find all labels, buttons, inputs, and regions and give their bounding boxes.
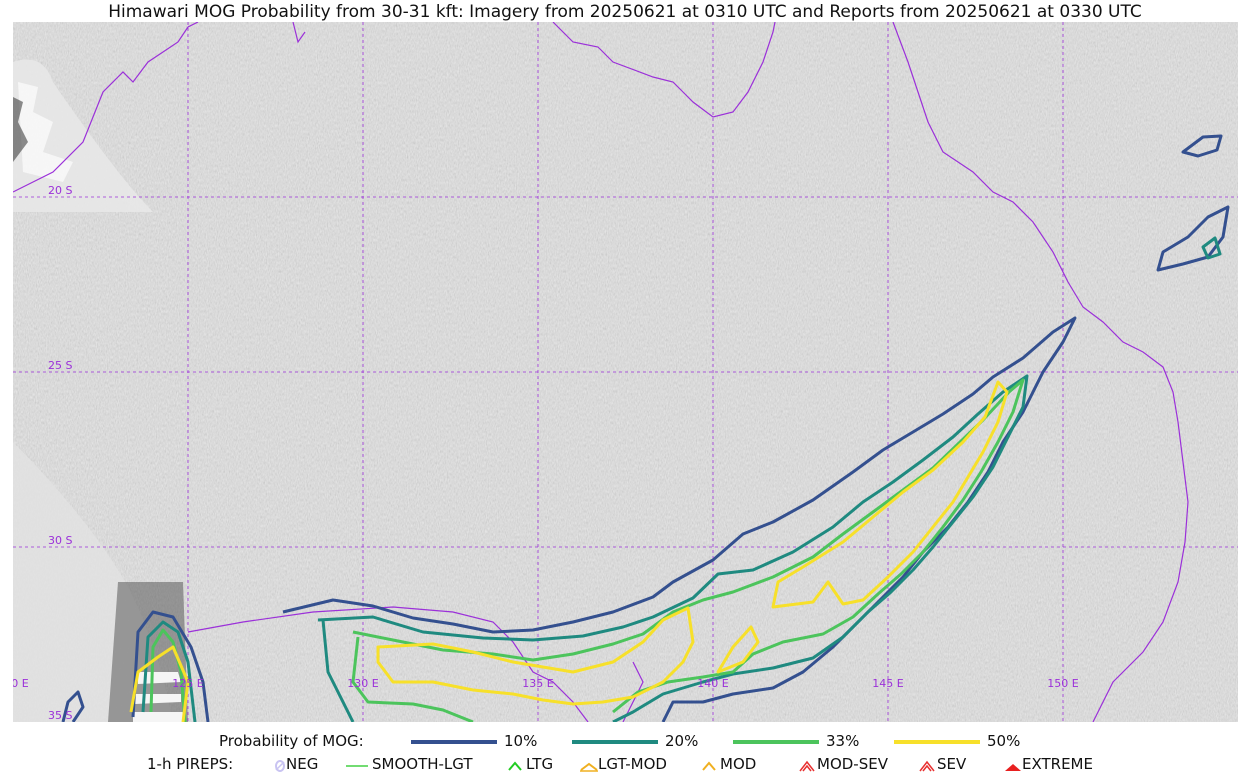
probability-label: 50% <box>987 732 1021 750</box>
caret-bar-icon <box>578 758 600 776</box>
probability-label: 10% <box>504 732 538 750</box>
probability-swatch <box>894 740 980 744</box>
probability-legend-title: Probability of MOG: <box>219 732 364 750</box>
double-caret-icon <box>917 758 939 776</box>
mog-contour-33[interactable] <box>149 378 1025 722</box>
latitude-label: 35 S <box>48 709 72 722</box>
longitude-label: 140 E <box>697 677 728 690</box>
pirep-label: SMOOTH-LGT <box>372 755 473 773</box>
latitude-label: 20 S <box>48 184 72 197</box>
probability-swatch <box>411 740 497 744</box>
longitude-label: 135 E <box>522 677 553 690</box>
pirep-label: EXTREME <box>1022 755 1093 773</box>
probability-swatch <box>733 740 819 744</box>
neg-circle-icon <box>272 758 294 776</box>
longitude-label: 130 E <box>347 677 378 690</box>
longitude-label: 125 E <box>172 677 203 690</box>
caret-icon <box>700 758 722 776</box>
mog-contour-50[interactable] <box>129 380 1009 722</box>
pirep-label: NEG <box>286 755 319 773</box>
longitude-label: 145 E <box>872 677 903 690</box>
latitude-label: 25 S <box>48 359 72 372</box>
pirep-label: LTG <box>526 755 554 773</box>
longitude-label: 120 E <box>13 677 29 690</box>
probability-legend: Probability of MOG: 10% 20% 33% 50% <box>0 732 1250 754</box>
pirep-label: SEV <box>937 755 967 773</box>
mog-contour-20[interactable] <box>141 236 1222 722</box>
satellite-map[interactable]: 20 S 25 S 30 S 35 S 120 E 125 E 130 E 135 E 140… <box>13 22 1238 722</box>
longitude-labels: 120 E 125 E 130 E 135 E 140 E 145 E 150 E <box>13 677 1079 690</box>
graticule <box>13 22 1238 722</box>
caret-icon <box>506 758 528 776</box>
pirep-legend: 1-h PIREPS: NEG SMOOTH-LGT LTG LGT-MOD MOD MO… <box>0 755 1250 777</box>
pirep-legend-title: 1-h PIREPS: <box>147 755 234 773</box>
latitude-label: 30 S <box>48 534 72 547</box>
filled-caret-icon <box>1002 758 1024 776</box>
smooth-line-icon <box>346 758 368 776</box>
pirep-label: MOD <box>720 755 757 773</box>
probability-swatch <box>572 740 658 744</box>
coastline <box>13 22 1189 722</box>
probability-label: 20% <box>665 732 699 750</box>
double-caret-icon <box>797 758 819 776</box>
pirep-label: LGT-MOD <box>598 755 667 773</box>
latitude-labels: 20 S 25 S 30 S 35 S <box>48 184 72 722</box>
longitude-label: 150 E <box>1047 677 1078 690</box>
pirep-label: MOD-SEV <box>817 755 888 773</box>
probability-label: 33% <box>826 732 860 750</box>
map-title: Himawari MOG Probability from 30-31 kft:… <box>108 2 1142 22</box>
